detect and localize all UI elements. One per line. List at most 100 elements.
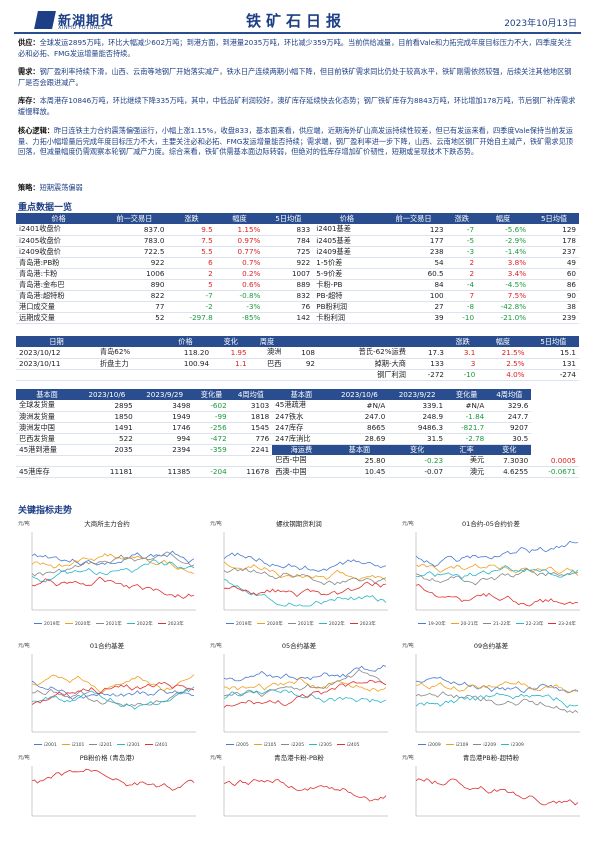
strategy-label: 策略：	[18, 183, 40, 192]
spread-cell	[158, 369, 213, 381]
legend-item: i2401	[145, 743, 168, 748]
fund-header-cell: 2023/9/29	[135, 389, 194, 400]
fund-cell: 8665	[330, 422, 389, 434]
fund-header-cell: 基本面	[272, 389, 331, 400]
price-cell: 5-9价差	[313, 268, 381, 280]
series-line	[223, 579, 387, 607]
price-cell: 7.5%	[477, 290, 530, 302]
legend-item: 22-23年	[516, 621, 544, 627]
spread-cell: 3	[446, 358, 479, 370]
series-line	[223, 679, 387, 708]
chart-legend: 2019年 2020年 2021年 2022年 2023年	[34, 621, 184, 627]
price-cell: 3.4%	[477, 268, 530, 280]
chart-plot	[31, 766, 196, 817]
spread-cell: 巴西	[249, 358, 285, 370]
fund-cell: -0.07	[388, 466, 447, 478]
series-line	[223, 669, 387, 698]
spread-table: 日期 价格 变化 周度 涨跌 幅度 5日均值 2023/10/12 青岛62% 118.20 1.9…	[16, 336, 579, 381]
series-line	[31, 768, 195, 791]
price-cell: 39	[380, 312, 447, 324]
price-cell: 2	[446, 268, 478, 280]
price-cell: 27	[380, 301, 447, 313]
chart-unit: 元/吨	[18, 643, 30, 649]
price-cell: 远期成交量	[16, 312, 102, 324]
series-line	[415, 568, 578, 586]
legend-item: i2105	[254, 743, 277, 748]
spread-cell	[212, 369, 250, 381]
spread-header-cell	[96, 336, 159, 347]
chart-legend: i2005 i2105 i2205 i2305 i2405	[226, 743, 360, 748]
price-cell: 1.15%	[215, 224, 264, 236]
logo: 新湖期货	[34, 10, 114, 29]
series-line	[223, 778, 387, 802]
price-cell: 1-5价差	[313, 257, 381, 269]
price-cell: 722.5	[101, 246, 168, 258]
fund-cell: 2895	[78, 400, 136, 412]
spread-cell: 1.95	[212, 347, 250, 359]
price-cell: -10	[446, 312, 478, 324]
fund-cell: 2035	[78, 444, 136, 456]
price-cell: 7	[446, 290, 478, 302]
price-cell: 239	[529, 312, 579, 324]
series-line	[223, 664, 387, 682]
fund-cell: 1949	[135, 411, 194, 423]
fund-cell: 11678	[229, 466, 273, 478]
fund-header-cell: 基本面	[16, 389, 79, 400]
legend-item: i2009	[418, 743, 441, 748]
series-line	[223, 567, 387, 586]
fund-cell: -602	[193, 400, 230, 412]
fund-row: 澳洲发货量 1850 1949 -99 1818 247铁水 247.0 248.9 -1.84…	[16, 411, 579, 423]
spread-cell: 掉期-大商	[317, 358, 409, 370]
fund-cell: 248.9	[388, 411, 447, 423]
fund-cell: 339.1	[388, 400, 447, 412]
price-header-cell: 前一交易日	[101, 213, 168, 224]
price-cell: -1.4%	[477, 246, 530, 258]
legend-item: 2021年	[288, 621, 314, 627]
fund-cell: 45港到港量	[16, 444, 79, 456]
chart-unit: 元/吨	[402, 521, 414, 527]
legend-item: 23-24年	[548, 621, 576, 627]
chart-title: 青岛港PB粉-超特粉	[462, 754, 520, 762]
fund-cell: 4.6255	[487, 466, 532, 478]
price-cell: i2401收盘价	[16, 224, 102, 236]
fund-cell	[135, 455, 194, 467]
fund-cell: 247库消比	[272, 433, 331, 445]
spread-cell: 118.20	[158, 347, 213, 359]
price-cell: 837.0	[101, 224, 168, 236]
price-cell: 港口成交量	[16, 301, 102, 313]
series-line	[31, 550, 195, 566]
demand-paragraph: 需求：钢厂盈利率持续下滑，山西、云南等地钢厂开始落实减产，铁水日产连续两期小幅下…	[18, 67, 578, 88]
supply-label: 供应：	[18, 38, 40, 47]
price-cell: 青岛港:金布巴	[16, 279, 102, 291]
legend-item: i2309	[501, 743, 524, 748]
price-cell: 青岛港:超特粉	[16, 290, 102, 302]
price-table: 价格 前一交易日 涨跌 幅度 5日均值 价格 前一交易日 涨跌 幅度 5日均值 i2401收盘价 83…	[16, 213, 579, 324]
price-cell: -0.8%	[215, 290, 264, 302]
price-cell: 0.2%	[215, 268, 264, 280]
fund-cell: 3498	[135, 400, 194, 412]
chart-title: 01合约基差	[89, 642, 125, 650]
spread-cell: 17.3	[408, 347, 447, 359]
fund-cell: 247库存	[272, 422, 331, 434]
legend-item: 2019年	[226, 621, 252, 627]
series-line	[415, 778, 579, 806]
fund-cell: 全球发货量	[16, 400, 79, 412]
price-row: 远期成交量 52 -297.8 -85% 142 卡粉利润 39 -10 -21.0% 239	[16, 312, 579, 324]
logo-subtitle: XINHU FUTURES	[58, 25, 106, 31]
spread-cell: -274	[527, 369, 579, 381]
fund-row: 全球发货量 2895 3498 -602 3103 45港疏港 #N/A 339.1 #N/A 3…	[16, 400, 579, 412]
price-cell: 90	[529, 290, 579, 302]
fund-cell: 澳洲发中国	[16, 422, 79, 434]
spread-header-cell: 幅度	[478, 336, 528, 347]
chart: 螺纹钢期货利润 元/吨 2019年 2020年 2021年 2022年 2023年	[210, 518, 388, 630]
price-cell: 1007	[263, 268, 314, 280]
price-header-cell: 价格	[16, 213, 102, 224]
chart-plot	[223, 654, 388, 733]
series-line	[415, 691, 579, 714]
series-line	[31, 553, 195, 575]
price-cell: 238	[380, 246, 447, 258]
chart-title: 05合约基差	[281, 642, 317, 650]
series-line	[31, 681, 195, 705]
fund-cell	[193, 455, 230, 467]
fund-cell: 0.0005	[531, 455, 579, 467]
